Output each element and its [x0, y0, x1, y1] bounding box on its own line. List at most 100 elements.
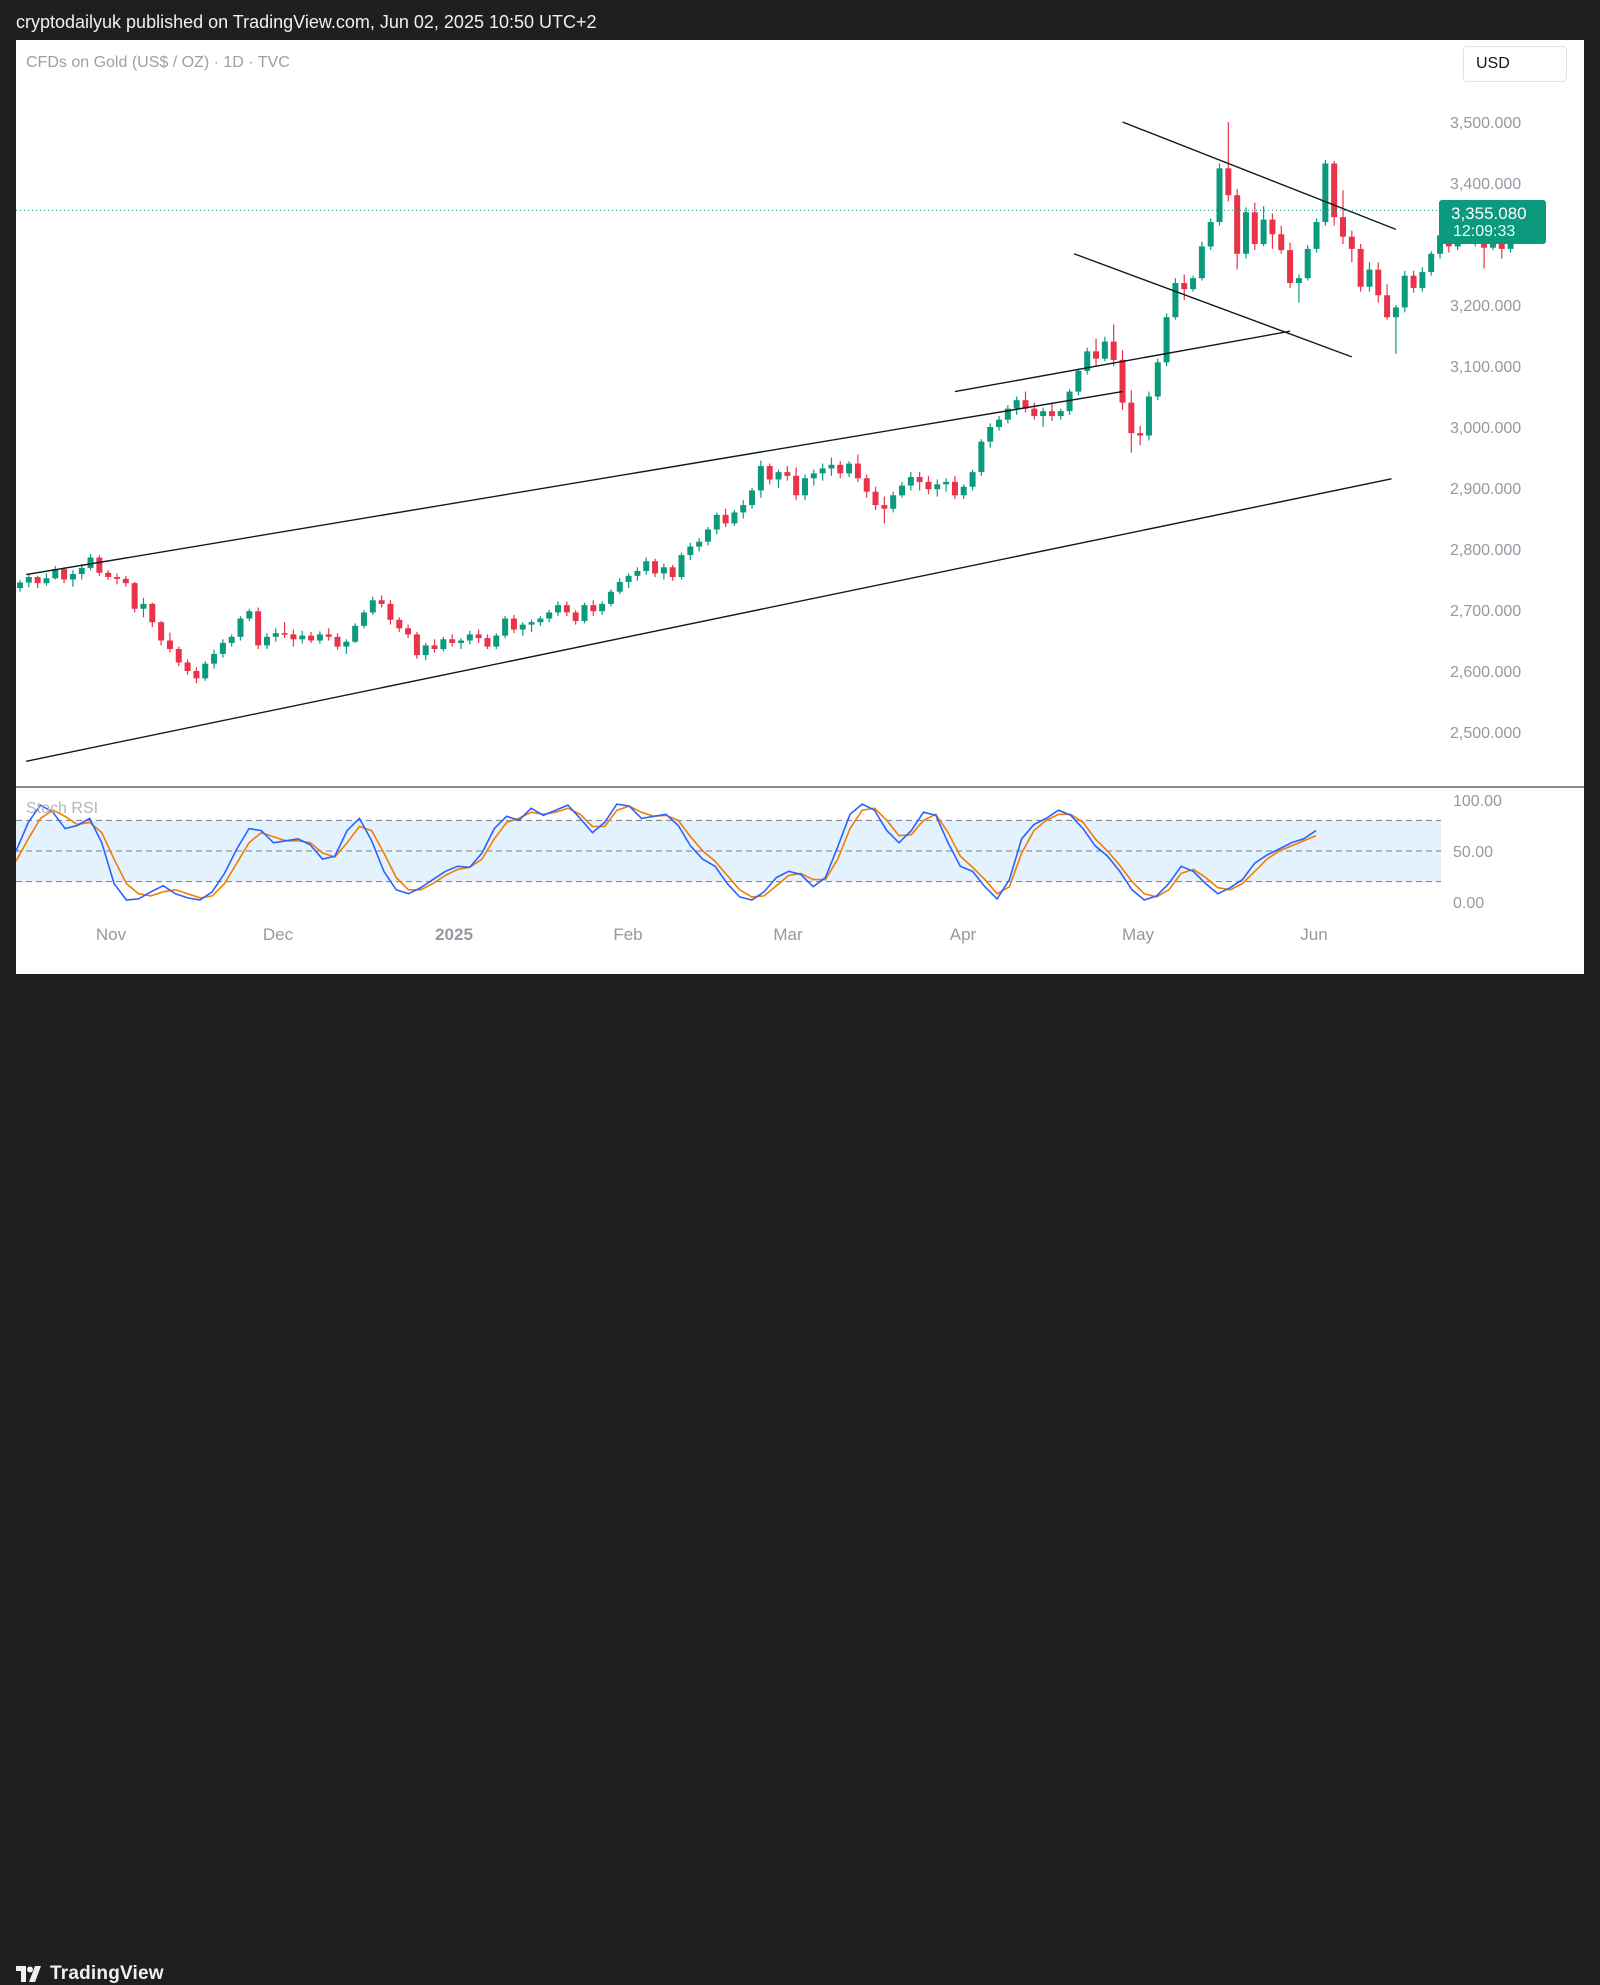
candle-body — [563, 605, 570, 613]
tradingview-logo[interactable]: TradingView — [16, 1963, 164, 1985]
candle-body — [87, 557, 94, 568]
candle-body — [378, 600, 385, 604]
time-axis-label: Dec — [263, 925, 294, 944]
candle-body — [1251, 212, 1258, 244]
stoch-scale-label: 100.00 — [1453, 793, 1502, 810]
indicator-title: Stoch RSI — [26, 800, 99, 817]
trendline-1 — [26, 390, 1123, 576]
candle-body — [537, 618, 544, 623]
price-chart-svg[interactable]: 3,500.000 3,400.000 3,200.000 3,100.000 3,00… — [16, 40, 1584, 974]
candle-body — [907, 477, 914, 486]
candle-body — [1348, 236, 1355, 249]
price-scale-label: 3,400.000 — [1450, 176, 1521, 193]
candle-body — [1331, 163, 1338, 218]
candle-body — [166, 640, 173, 650]
time-axis-label: Nov — [96, 925, 127, 944]
candle-body — [1242, 212, 1249, 254]
trendline-4 — [1073, 253, 1353, 358]
candle-body — [722, 514, 729, 524]
currency-button[interactable]: USD — [1463, 46, 1567, 82]
current-price-tag: 3,355.080 12:09:33 — [1439, 200, 1546, 244]
candle-body — [43, 578, 50, 584]
candle-body — [846, 463, 853, 474]
trendline-2 — [26, 478, 1392, 762]
candle-body — [1190, 278, 1197, 290]
candle-body — [1066, 391, 1073, 412]
candle-body — [1198, 246, 1205, 279]
candle-body — [1304, 248, 1311, 279]
candle-body — [810, 473, 817, 479]
candle-body — [114, 577, 121, 579]
time-axis-label: Mar — [773, 925, 803, 944]
tradingview-logo-icon — [16, 1966, 41, 1982]
candle-body — [61, 569, 68, 580]
candle-body — [1119, 359, 1126, 403]
price-scale-label: 3,200.000 — [1450, 298, 1521, 315]
candle-body — [263, 636, 270, 646]
candle-body — [25, 577, 32, 583]
candle-body — [1004, 408, 1011, 420]
candle-body — [590, 605, 597, 612]
candle-body — [1207, 222, 1214, 247]
candle-body — [1181, 283, 1188, 290]
candle-body — [105, 572, 112, 578]
candle-body — [316, 634, 323, 641]
candle-body — [607, 591, 614, 604]
candle-body — [749, 490, 756, 506]
candle-body — [396, 619, 403, 629]
candle-body — [819, 468, 826, 474]
candle-body — [1269, 219, 1276, 235]
candle-body — [343, 641, 350, 647]
candle-body — [405, 628, 412, 635]
candle-body — [510, 618, 517, 630]
candle-body — [757, 466, 764, 491]
candle-body — [325, 634, 332, 637]
current-price-label: 3,355.080 — [1451, 204, 1527, 223]
publish-bar: cryptodailyuk published on TradingView.c… — [0, 0, 1600, 40]
candle-body — [69, 574, 76, 580]
candle-body — [193, 671, 200, 679]
candle-body — [687, 546, 694, 556]
candle-body — [246, 611, 253, 619]
candle-body — [1410, 275, 1417, 288]
candle-body — [290, 634, 297, 640]
candle-body — [352, 625, 359, 642]
candle-body — [158, 622, 165, 641]
candle-body — [519, 624, 526, 630]
candle-body — [1375, 269, 1382, 296]
price-scale-label: 3,500.000 — [1450, 115, 1521, 132]
candle-body — [863, 478, 870, 492]
price-scale-label: 2,900.000 — [1450, 481, 1521, 498]
candle-body — [1022, 400, 1029, 409]
price-scale-label: 2,700.000 — [1450, 603, 1521, 620]
candle-body — [131, 583, 138, 609]
candle-body — [255, 611, 262, 646]
candle-body — [1340, 217, 1346, 237]
symbol-title: CFDs on Gold (US$ / OZ) · 1D · TVC — [26, 54, 290, 71]
candle-body — [1313, 222, 1320, 249]
candle-body — [1163, 317, 1170, 363]
candle-body — [458, 640, 464, 643]
candle-body — [801, 478, 808, 496]
candle-body — [237, 618, 244, 637]
candle-body — [890, 495, 897, 509]
candle-body — [17, 582, 23, 589]
candle-body — [1428, 253, 1435, 273]
candle-body — [704, 529, 711, 542]
candle-body — [52, 569, 59, 579]
candle-body — [996, 419, 1003, 427]
candle-body — [1419, 272, 1426, 288]
candle-body — [1145, 396, 1152, 436]
candle-countdown: 12:09:33 — [1453, 223, 1516, 240]
candle-body — [122, 578, 129, 584]
candle-body — [740, 505, 747, 513]
candle-body — [140, 603, 147, 609]
candle-body — [413, 634, 420, 656]
candle-body — [502, 618, 509, 636]
candle-body — [572, 612, 579, 621]
candle-body — [1031, 408, 1038, 417]
chart-frame[interactable]: 3,500.000 3,400.000 3,200.000 3,100.000 3,00… — [16, 40, 1584, 974]
candle-body — [1093, 351, 1100, 359]
candle-body — [369, 600, 376, 613]
candle-body — [837, 464, 844, 474]
